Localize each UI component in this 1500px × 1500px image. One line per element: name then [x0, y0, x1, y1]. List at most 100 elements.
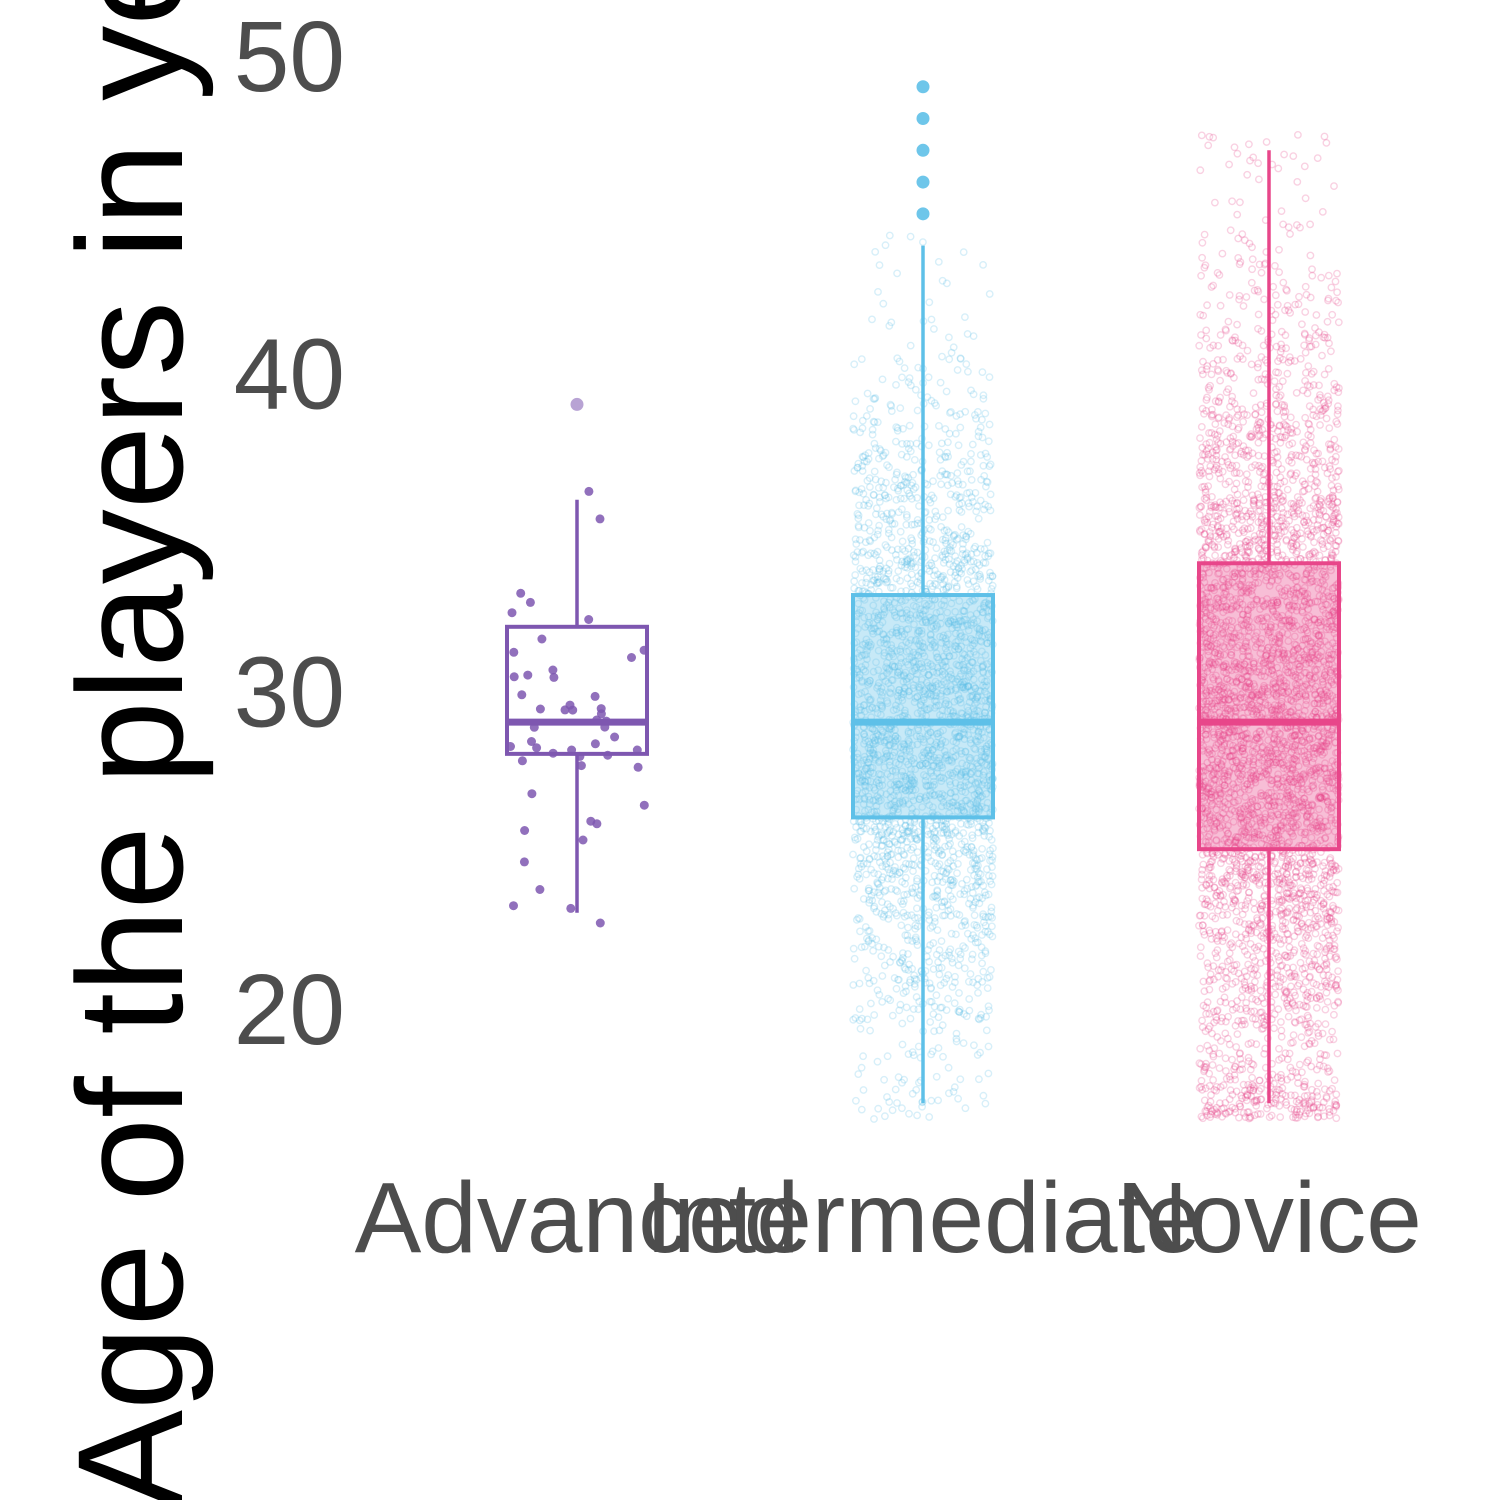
data-point — [910, 620, 918, 629]
data-point — [851, 487, 860, 496]
data-point — [958, 802, 967, 811]
data-point — [873, 1057, 882, 1066]
data-point — [873, 878, 882, 887]
data-point — [871, 796, 880, 804]
data-point — [910, 455, 919, 464]
data-point — [525, 597, 535, 607]
data-point — [931, 741, 940, 749]
data-point — [893, 468, 901, 477]
data-point — [1248, 255, 1257, 264]
data-point — [1310, 538, 1318, 547]
data-point — [973, 856, 981, 864]
data-point — [871, 573, 880, 581]
data-point — [906, 770, 915, 779]
data-point — [967, 686, 976, 695]
data-point — [934, 257, 943, 266]
data-point — [951, 642, 959, 650]
data-point — [915, 647, 923, 656]
data-point — [967, 566, 976, 575]
data-point — [975, 807, 983, 816]
data-point — [975, 899, 984, 908]
data-point — [1333, 288, 1342, 297]
data-point — [956, 698, 965, 707]
data-point — [535, 885, 545, 894]
data-point — [584, 615, 594, 624]
data-point — [963, 330, 972, 338]
data-point — [925, 1113, 934, 1121]
data-point — [951, 571, 959, 580]
data-point — [981, 1099, 990, 1108]
data-point — [910, 975, 919, 983]
data-point — [883, 509, 891, 518]
data-point — [926, 924, 935, 932]
data-point — [875, 565, 884, 573]
data-point — [924, 911, 933, 920]
data-point — [957, 632, 966, 640]
data-point — [908, 786, 917, 795]
data-point — [858, 452, 867, 461]
data-point — [879, 913, 888, 921]
data-point — [891, 909, 900, 917]
data-point — [906, 232, 915, 241]
data-point — [887, 684, 895, 693]
data-point — [968, 807, 977, 816]
data-point — [866, 483, 874, 491]
data-point — [888, 875, 896, 883]
data-point — [962, 875, 971, 884]
data-point — [902, 783, 910, 791]
data-point — [899, 897, 908, 905]
data-point — [944, 438, 952, 447]
data-point — [924, 373, 933, 382]
data-point — [902, 452, 911, 461]
data-point — [879, 512, 888, 521]
data-point — [1300, 162, 1309, 171]
data-point — [965, 662, 974, 671]
data-point — [890, 662, 899, 671]
data-point — [959, 457, 968, 466]
data-point — [951, 552, 960, 561]
data-point — [1294, 130, 1302, 139]
data-point — [972, 780, 980, 788]
data-point — [1279, 220, 1288, 229]
data-point — [938, 850, 947, 859]
data-point — [895, 604, 904, 613]
data-point — [891, 801, 899, 810]
data-point — [967, 770, 975, 778]
data-point — [951, 767, 960, 776]
data-point — [1212, 953, 1221, 962]
data-point — [885, 757, 894, 766]
data-point — [895, 780, 903, 789]
data-point — [1233, 210, 1242, 219]
data-point — [865, 800, 874, 809]
data-point — [949, 532, 958, 541]
data-point — [966, 800, 975, 809]
data-point — [905, 860, 913, 868]
data-point — [934, 701, 943, 710]
data-point — [955, 911, 964, 919]
data-point — [977, 675, 986, 684]
data-point — [945, 799, 954, 808]
data-point — [955, 832, 964, 840]
data-point — [905, 785, 914, 794]
data-point — [880, 1075, 888, 1084]
y-axis-title: Age of the players in years — [46, 0, 214, 1500]
data-point — [878, 841, 887, 850]
data-point — [912, 675, 920, 684]
data-point — [930, 579, 939, 588]
data-point — [906, 610, 914, 619]
data-point — [578, 835, 588, 845]
data-point — [911, 694, 920, 702]
data-point — [973, 502, 981, 511]
data-point — [933, 886, 942, 895]
data-point — [904, 616, 913, 624]
data-point — [1232, 1043, 1241, 1051]
data-point — [952, 620, 961, 629]
data-point — [969, 682, 978, 691]
data-point — [978, 728, 986, 737]
data-point — [909, 601, 918, 610]
data-point — [909, 1051, 918, 1060]
data-point — [1233, 149, 1242, 158]
data-point — [956, 354, 965, 363]
data-point — [1297, 1033, 1306, 1042]
data-point — [929, 761, 938, 770]
